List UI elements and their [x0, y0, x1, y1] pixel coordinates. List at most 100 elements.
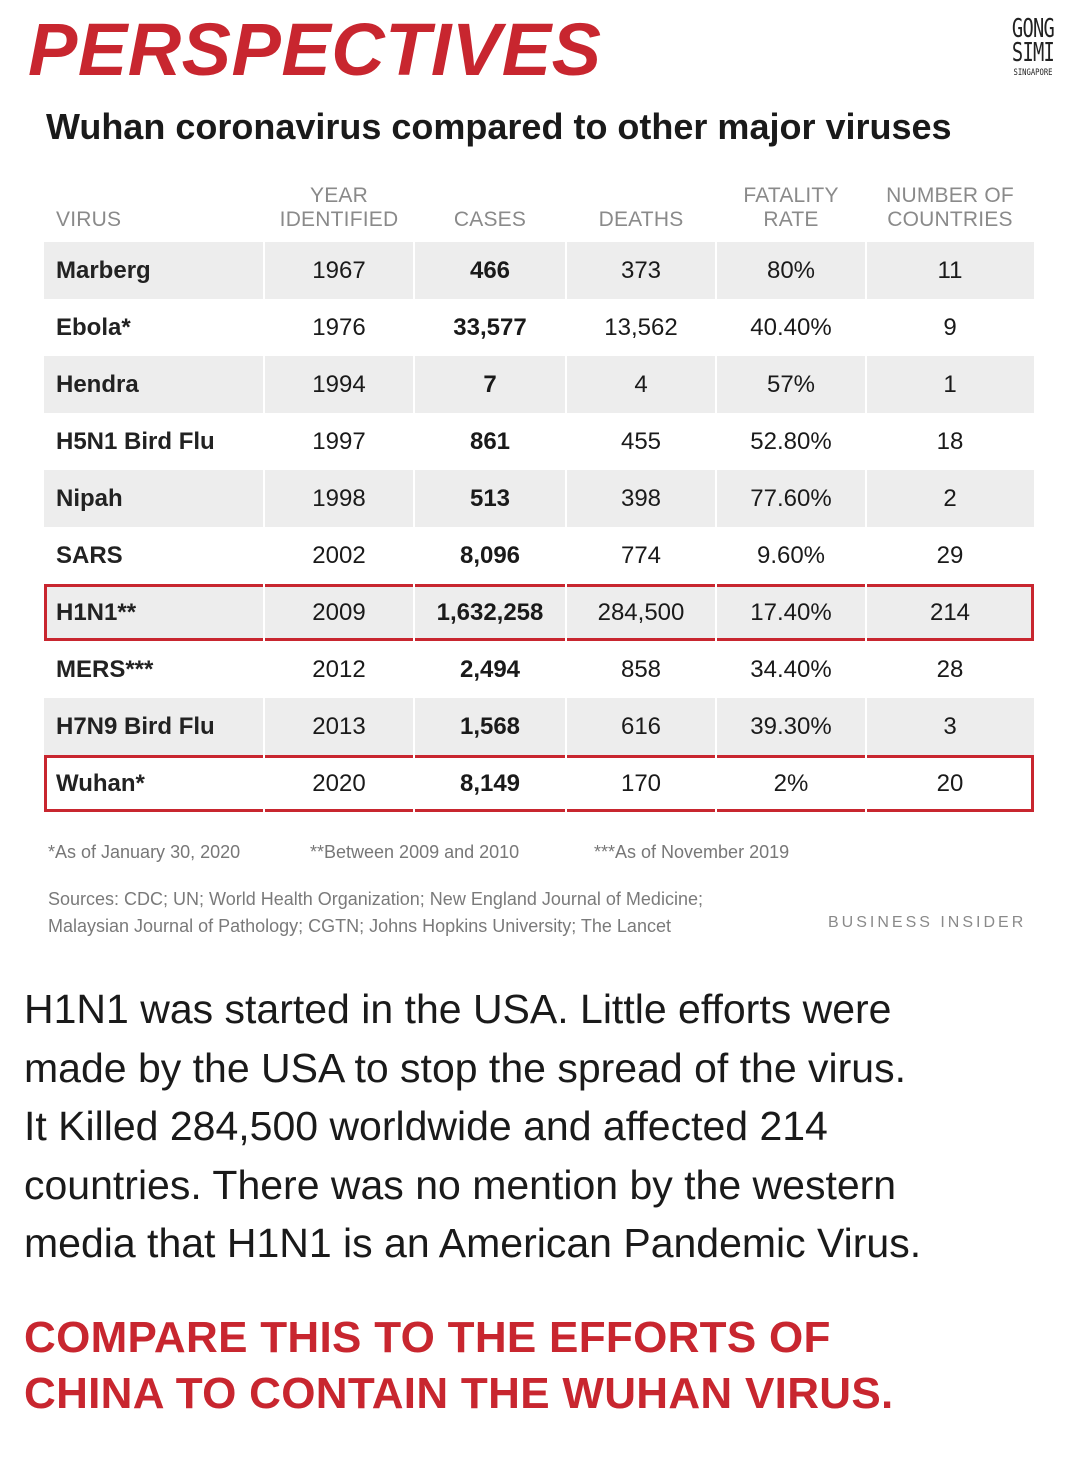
cta-line-1: COMPARE THIS TO THE EFFORTS OF — [24, 1313, 831, 1362]
column-divider — [715, 242, 717, 812]
column-header-line: IDENTIFIED — [279, 208, 399, 231]
logo-line-3: SINGAPORE — [1013, 68, 1053, 78]
column-header-line: RATE — [763, 208, 819, 231]
column-header-line: NUMBER OF — [886, 184, 1014, 207]
cell-year: 1998 — [312, 485, 366, 512]
cell-countries: 214 — [929, 599, 971, 626]
cell-cases: 513 — [469, 485, 511, 512]
cell-deaths: 373 — [620, 257, 662, 284]
cell-fatality: 2% — [773, 770, 809, 797]
cell-countries: 3 — [943, 713, 957, 740]
column-divider — [413, 242, 415, 812]
cell-cases: 8,096 — [459, 542, 521, 569]
column-header-year: YEAR IDENTIFIED — [264, 184, 414, 232]
sources-note: Sources: CDC; UN; World Health Organizat… — [48, 886, 703, 940]
table-title: Wuhan coronavirus compared to other majo… — [46, 106, 952, 147]
cell-year: 1976 — [312, 314, 366, 341]
table-row: Ebola* 1976 33,577 13,562 40.40% 9 — [44, 299, 1034, 356]
cell-fatality: 9.60% — [756, 542, 826, 569]
cell-fatality: 57% — [766, 371, 816, 398]
call-to-action: COMPARE THIS TO THE EFFORTS OF CHINA TO … — [24, 1310, 1064, 1422]
cell-deaths: 284,500 — [597, 599, 685, 626]
cell-fatality: 80% — [766, 257, 816, 284]
cell-year: 2002 — [312, 542, 366, 569]
column-header-cases: CASES — [414, 184, 566, 232]
cell-cases: 466 — [469, 257, 511, 284]
cell-countries: 20 — [936, 770, 964, 797]
cell-fatality: 40.40% — [750, 314, 832, 341]
cell-virus: Ebola* — [56, 314, 131, 341]
cell-virus: H1N1** — [56, 599, 137, 626]
cell-cases: 8,149 — [459, 770, 521, 797]
sources-line-1: Sources: CDC; UN; World Health Organizat… — [48, 889, 703, 909]
table-row: Marberg 1967 466 373 80% 11 — [44, 242, 1034, 299]
cell-cases: 2,494 — [459, 656, 521, 683]
table-row: SARS 2002 8,096 774 9.60% 29 — [44, 527, 1034, 584]
cell-virus: Nipah — [56, 485, 123, 512]
table-row: Wuhan* 2020 8,149 170 2% 20 — [44, 755, 1034, 812]
column-header-line — [566, 184, 716, 208]
cell-virus: Wuhan* — [56, 770, 145, 797]
column-divider — [565, 242, 567, 812]
cell-year: 2009 — [312, 599, 366, 626]
cell-deaths: 858 — [620, 656, 662, 683]
column-header-deaths: DEATHS — [566, 184, 716, 232]
cell-year: 2013 — [312, 713, 366, 740]
body-line-2: made by the USA to stop the spread of th… — [24, 1044, 907, 1091]
cell-virus: Hendra — [56, 371, 139, 398]
table-row: H7N9 Bird Flu 2013 1,568 616 39.30% 3 — [44, 698, 1034, 755]
cell-deaths: 398 — [620, 485, 662, 512]
footnote-2: **Between 2009 and 2010 — [310, 842, 520, 862]
footnote-3: ***As of November 2019 — [594, 842, 790, 862]
cell-cases: 861 — [469, 428, 511, 455]
column-header-line: VIRUS — [56, 208, 122, 231]
cell-countries: 2 — [943, 485, 957, 512]
cell-deaths: 616 — [620, 713, 662, 740]
cell-fatality: 17.40% — [750, 599, 832, 626]
brand-logo: GONG SIMI SINGAPORE — [1000, 16, 1066, 78]
cell-virus: H7N9 Bird Flu — [56, 713, 215, 740]
column-header-line: YEAR — [310, 184, 368, 207]
cell-deaths: 170 — [620, 770, 662, 797]
cell-countries: 1 — [943, 371, 957, 398]
column-header-line — [414, 184, 566, 208]
cell-countries: 11 — [937, 257, 963, 284]
table-row: H5N1 Bird Flu 1997 861 455 52.80% 18 — [44, 413, 1034, 470]
table-row: MERS*** 2012 2,494 858 34.40% 28 — [44, 641, 1034, 698]
cell-cases: 7 — [483, 371, 497, 398]
body-line-3: It Killed 284,500 worldwide and affected… — [24, 1103, 828, 1149]
cell-countries: 28 — [936, 656, 964, 683]
table-row: H1N1** 2009 1,632,258 284,500 17.40% 214 — [44, 584, 1034, 641]
logo-line-2: SIMI — [1011, 38, 1055, 68]
column-header-countries: NUMBER OF COUNTRIES — [866, 184, 1034, 232]
column-divider — [865, 242, 867, 812]
footnote-1: *As of January 30, 2020 — [48, 842, 241, 862]
table-header: VIRUS YEAR IDENTIFIED CASES DEATHS FATALITY RA… — [44, 168, 1034, 242]
cell-deaths: 774 — [620, 542, 662, 569]
table-row: Hendra 1994 7 4 57% 1 — [44, 356, 1034, 413]
cell-fatality: 52.80% — [750, 428, 832, 455]
cell-virus: Marberg — [56, 257, 151, 284]
cell-virus: MERS*** — [56, 656, 154, 683]
page-headline: PERSPECTIVES — [28, 8, 602, 91]
cell-fatality: 39.30% — [750, 713, 832, 740]
body-line-1: H1N1 was started in the USA. Little effo… — [24, 986, 892, 1032]
table-row: Nipah 1998 513 398 77.60% 2 — [44, 470, 1034, 527]
column-header-line: FATALITY — [743, 184, 839, 207]
cell-cases: 1,632,258 — [436, 599, 544, 626]
body-line-4: countries. There was no mention by the w… — [24, 1161, 897, 1208]
sources-line-2: Malaysian Journal of Pathology; CGTN; Jo… — [48, 916, 671, 936]
cell-deaths: 13,562 — [604, 314, 678, 341]
cell-deaths: 455 — [620, 428, 662, 455]
body-line-5: media that H1N1 is an American Pandemic … — [24, 1220, 922, 1266]
logo-line-1: GONG — [1011, 14, 1055, 44]
column-header-line — [56, 184, 264, 208]
cell-year: 2020 — [312, 770, 366, 797]
cell-year: 1967 — [312, 257, 366, 284]
table-body: Marberg 1967 466 373 80% 11 Ebola* 1976 33,577 13… — [44, 242, 1034, 812]
cell-virus: H5N1 Bird Flu — [56, 428, 215, 455]
column-header-virus: VIRUS — [44, 184, 264, 232]
column-header-line: DEATHS — [598, 208, 684, 231]
column-header-line: COUNTRIES — [887, 208, 1013, 231]
cell-fatality: 77.60% — [750, 485, 832, 512]
